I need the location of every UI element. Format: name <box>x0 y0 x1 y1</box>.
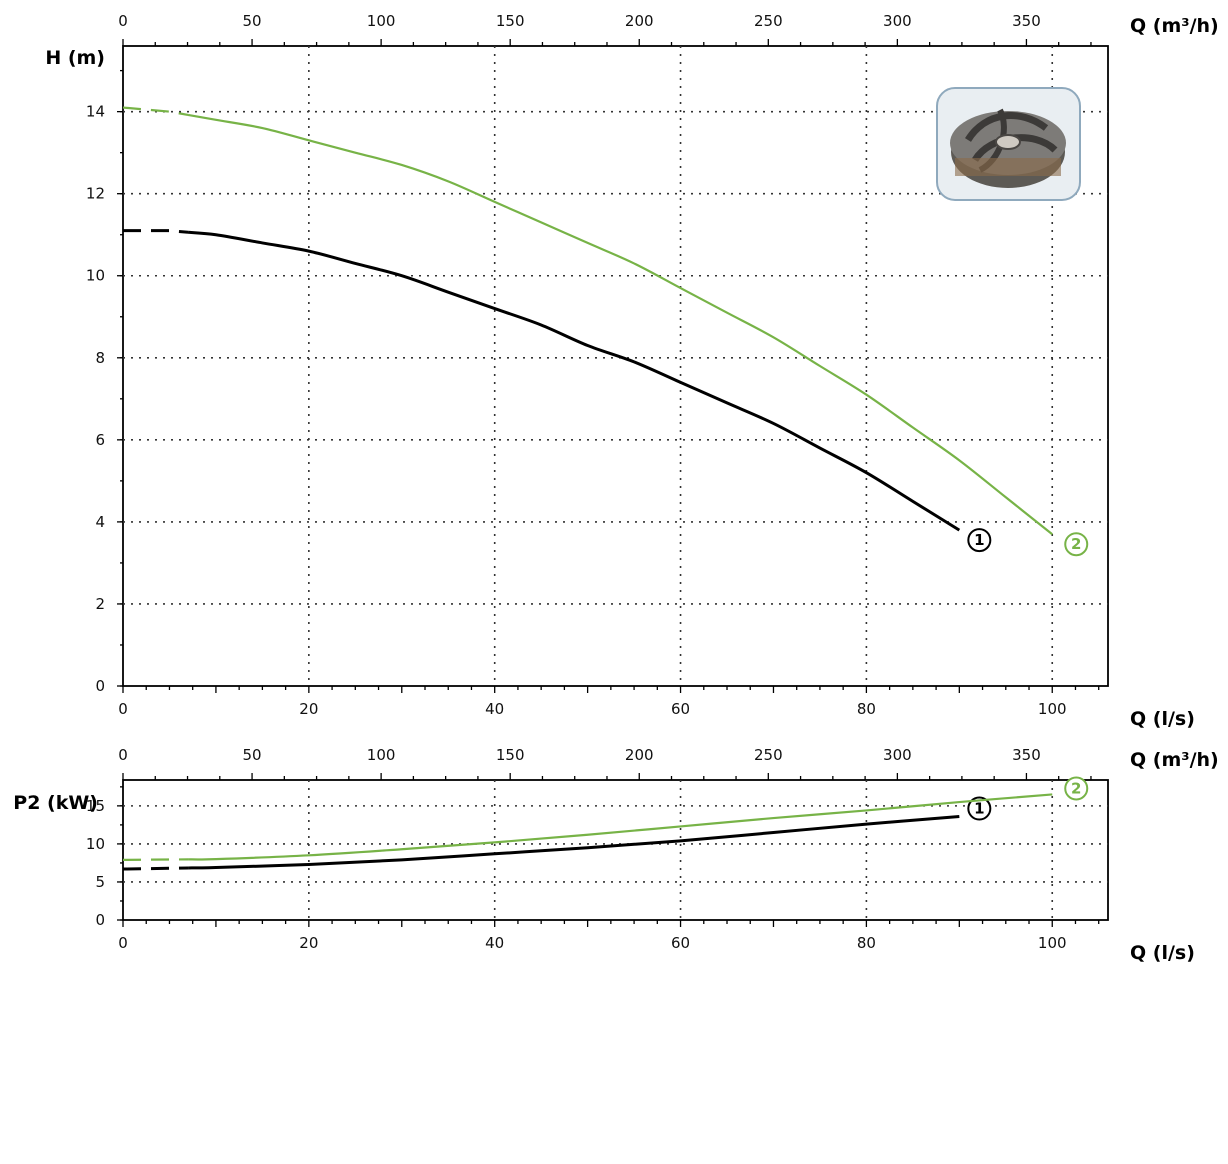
series-2-dashed-segment <box>122 106 189 117</box>
series-2-marker <box>1064 776 1089 801</box>
series-1-marker <box>967 528 992 553</box>
y-tick-label: 15 <box>86 797 105 815</box>
x2-tick-label: 50 <box>243 746 262 764</box>
x-tick-label: 0 <box>118 700 128 718</box>
x2-tick-label: 200 <box>625 12 654 30</box>
x-tick-label: 20 <box>299 934 318 952</box>
x2-tick-label: 100 <box>367 12 396 30</box>
series-1-label: 1 <box>974 531 984 549</box>
head-curve-panel: 0 20 40 60 80 100 0 50 100 150 200 250 300 350 0 2 4 6 8 10… <box>45 12 1218 730</box>
y-tick-label: 12 <box>86 185 105 203</box>
y-tick-label: 5 <box>95 873 105 891</box>
x2-tick-label: 300 <box>883 12 912 30</box>
plot-frame <box>122 779 1109 921</box>
series-1-dashed-segment <box>122 866 189 871</box>
series-2-label: 2 <box>1071 535 1081 553</box>
y-tick-label: 0 <box>95 911 105 929</box>
x-tick-label: 80 <box>857 700 876 718</box>
series-2-dashed-segment <box>122 858 189 861</box>
series-1-label: 1 <box>974 800 984 818</box>
x2-tick-label: 50 <box>243 12 262 30</box>
x-axis-label: Q (l/s) <box>1130 708 1195 730</box>
x2-tick-label: 250 <box>754 12 783 30</box>
x-tick-label: 100 <box>1038 700 1067 718</box>
impeller-image <box>936 87 1081 201</box>
series-2-line <box>187 113 1053 536</box>
series-1-dashed-segment <box>123 229 189 234</box>
y-axis-label: P2 (kW) <box>13 792 98 814</box>
y-tick-label: 14 <box>86 103 105 121</box>
power-curve-panel: 0 20 40 60 80 100 0 50 100 150 200 250 300 350 0 5 10 15P… <box>13 746 1218 964</box>
series-2-marker <box>1064 532 1089 557</box>
x-tick-label: 60 <box>671 700 690 718</box>
x-axis-label: Q (l/s) <box>1130 942 1195 964</box>
x2-tick-label: 350 <box>1012 12 1041 30</box>
series-2-label: 2 <box>1071 779 1081 797</box>
x2-tick-label: 300 <box>883 746 912 764</box>
x-tick-label: 60 <box>671 934 690 952</box>
x2-tick-label: 0 <box>118 746 128 764</box>
x2-tick-label: 0 <box>118 12 128 30</box>
y-tick-label: 8 <box>95 349 105 367</box>
x2-tick-label: 150 <box>496 12 525 30</box>
y-tick-label: 4 <box>95 513 105 531</box>
x2-axis-label: Q (m³/h) <box>1130 749 1219 771</box>
x2-tick-label: 350 <box>1012 746 1041 764</box>
series-1-line <box>188 815 960 870</box>
x2-tick-label: 200 <box>625 746 654 764</box>
x-tick-label: 0 <box>118 934 128 952</box>
x-tick-label: 20 <box>299 700 318 718</box>
x-tick-label: 80 <box>857 934 876 952</box>
x2-tick-label: 100 <box>367 746 396 764</box>
y-tick-label: 10 <box>86 835 105 853</box>
plot-frame <box>122 45 1109 687</box>
x-tick-label: 100 <box>1038 934 1067 952</box>
series-1-marker <box>967 796 992 821</box>
y-tick-label: 2 <box>95 595 105 613</box>
y-tick-label: 10 <box>86 267 105 285</box>
y-axis-label: H (m) <box>45 47 105 69</box>
series-2-line <box>188 793 1053 861</box>
y-tick-label: 6 <box>95 431 105 449</box>
x-tick-label: 40 <box>485 934 504 952</box>
series-1-line <box>187 230 961 532</box>
x2-tick-label: 150 <box>496 746 525 764</box>
y-tick-label: 0 <box>95 677 105 695</box>
x2-tick-label: 250 <box>754 746 783 764</box>
x2-axis-label: Q (m³/h) <box>1130 15 1219 37</box>
x-tick-label: 40 <box>485 700 504 718</box>
